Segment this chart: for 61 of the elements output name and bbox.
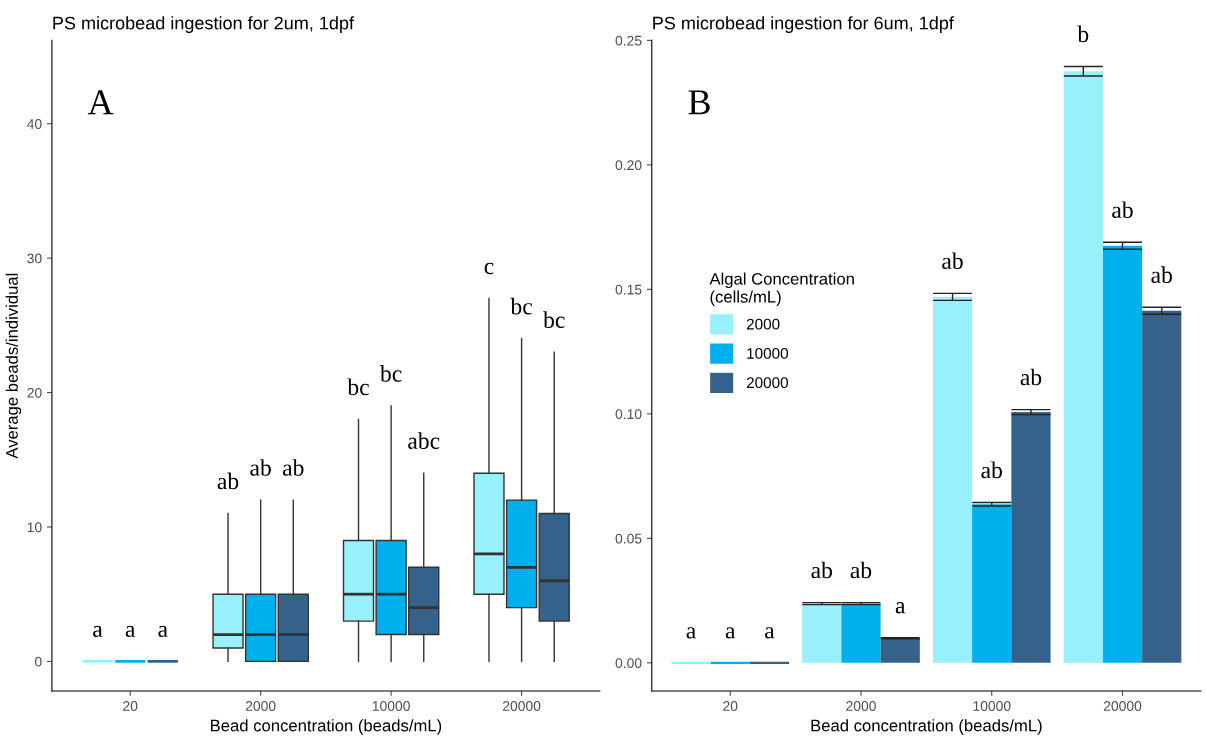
y-tick-label: 0.15 xyxy=(615,284,642,295)
bar xyxy=(972,504,1012,663)
annotation: ab xyxy=(250,459,271,476)
x-axis-title: Bead concentration (beads/mL) xyxy=(210,719,442,735)
annotation: A xyxy=(87,90,114,115)
annotation: ab xyxy=(850,561,872,579)
annotation: c xyxy=(484,262,494,275)
y-tick-label: 0.00 xyxy=(615,658,642,669)
y-axis-title: Average beads/individual xyxy=(5,273,22,459)
x-tick-label: 20000 xyxy=(502,701,541,711)
y-tick-label: 0.25 xyxy=(615,35,642,46)
annotation: bc xyxy=(347,378,369,396)
annotation: bc xyxy=(543,311,565,328)
annotation: bc xyxy=(510,297,533,315)
annotation: a xyxy=(93,625,103,638)
x-tick-label: 10000 xyxy=(973,701,1011,711)
legend-label: 2000 xyxy=(746,318,780,330)
y-tick-label: 0.20 xyxy=(615,160,642,171)
annotation: abc xyxy=(408,432,440,449)
y-tick-label: 40 xyxy=(27,119,42,129)
legend-label: 20000 xyxy=(746,377,789,389)
y-tick-label: 30 xyxy=(27,253,42,264)
annotation: a xyxy=(895,602,906,614)
chart-title: PS microbead ingestion for 2um, 1dpf xyxy=(53,16,355,34)
bar xyxy=(1063,71,1103,663)
annotation: ab xyxy=(217,472,239,490)
chart-title: PS microbead ingestion for 6um, 1dpf xyxy=(653,16,954,34)
annotation: a xyxy=(686,627,696,639)
bar xyxy=(932,296,973,663)
y-tick-label: 0 xyxy=(35,656,42,667)
annotation: ab xyxy=(811,561,833,579)
y-tick-label: 0.05 xyxy=(615,533,642,544)
y-tick-label: 0.10 xyxy=(615,409,642,420)
bar xyxy=(880,638,920,663)
bar xyxy=(1102,245,1143,663)
y-tick-label: 20 xyxy=(27,387,42,398)
annotation: B xyxy=(688,90,710,115)
annotation: b xyxy=(1077,25,1089,43)
annotation: ab xyxy=(1020,368,1042,386)
y-tick-label: 10 xyxy=(27,522,42,533)
annotation: a xyxy=(158,625,168,638)
annotation: a xyxy=(125,625,136,638)
annotation: a xyxy=(765,627,775,639)
x-tick-label: 20000 xyxy=(1103,701,1142,711)
legend-label: 10000 xyxy=(747,347,789,359)
legend-title: Algal Concentration (cells/mL) xyxy=(709,272,854,306)
x-axis-title: Bead concentration (beads/mL) xyxy=(811,719,1042,735)
annotation: ab xyxy=(282,459,304,476)
bar xyxy=(1011,412,1051,663)
bar xyxy=(1142,310,1182,663)
annotation: a xyxy=(725,627,736,639)
x-tick-label: 10000 xyxy=(372,701,410,711)
x-tick-label: 20 xyxy=(123,701,138,711)
annotation: bc xyxy=(379,365,402,382)
annotation: ab xyxy=(1151,266,1172,283)
x-tick-label: 2000 xyxy=(245,701,276,711)
x-tick-label: 2000 xyxy=(846,701,876,711)
annotation: ab xyxy=(1112,201,1133,218)
annotation: ab xyxy=(942,252,963,270)
x-tick-label: 20 xyxy=(723,701,738,711)
annotation: ab xyxy=(981,461,1002,479)
